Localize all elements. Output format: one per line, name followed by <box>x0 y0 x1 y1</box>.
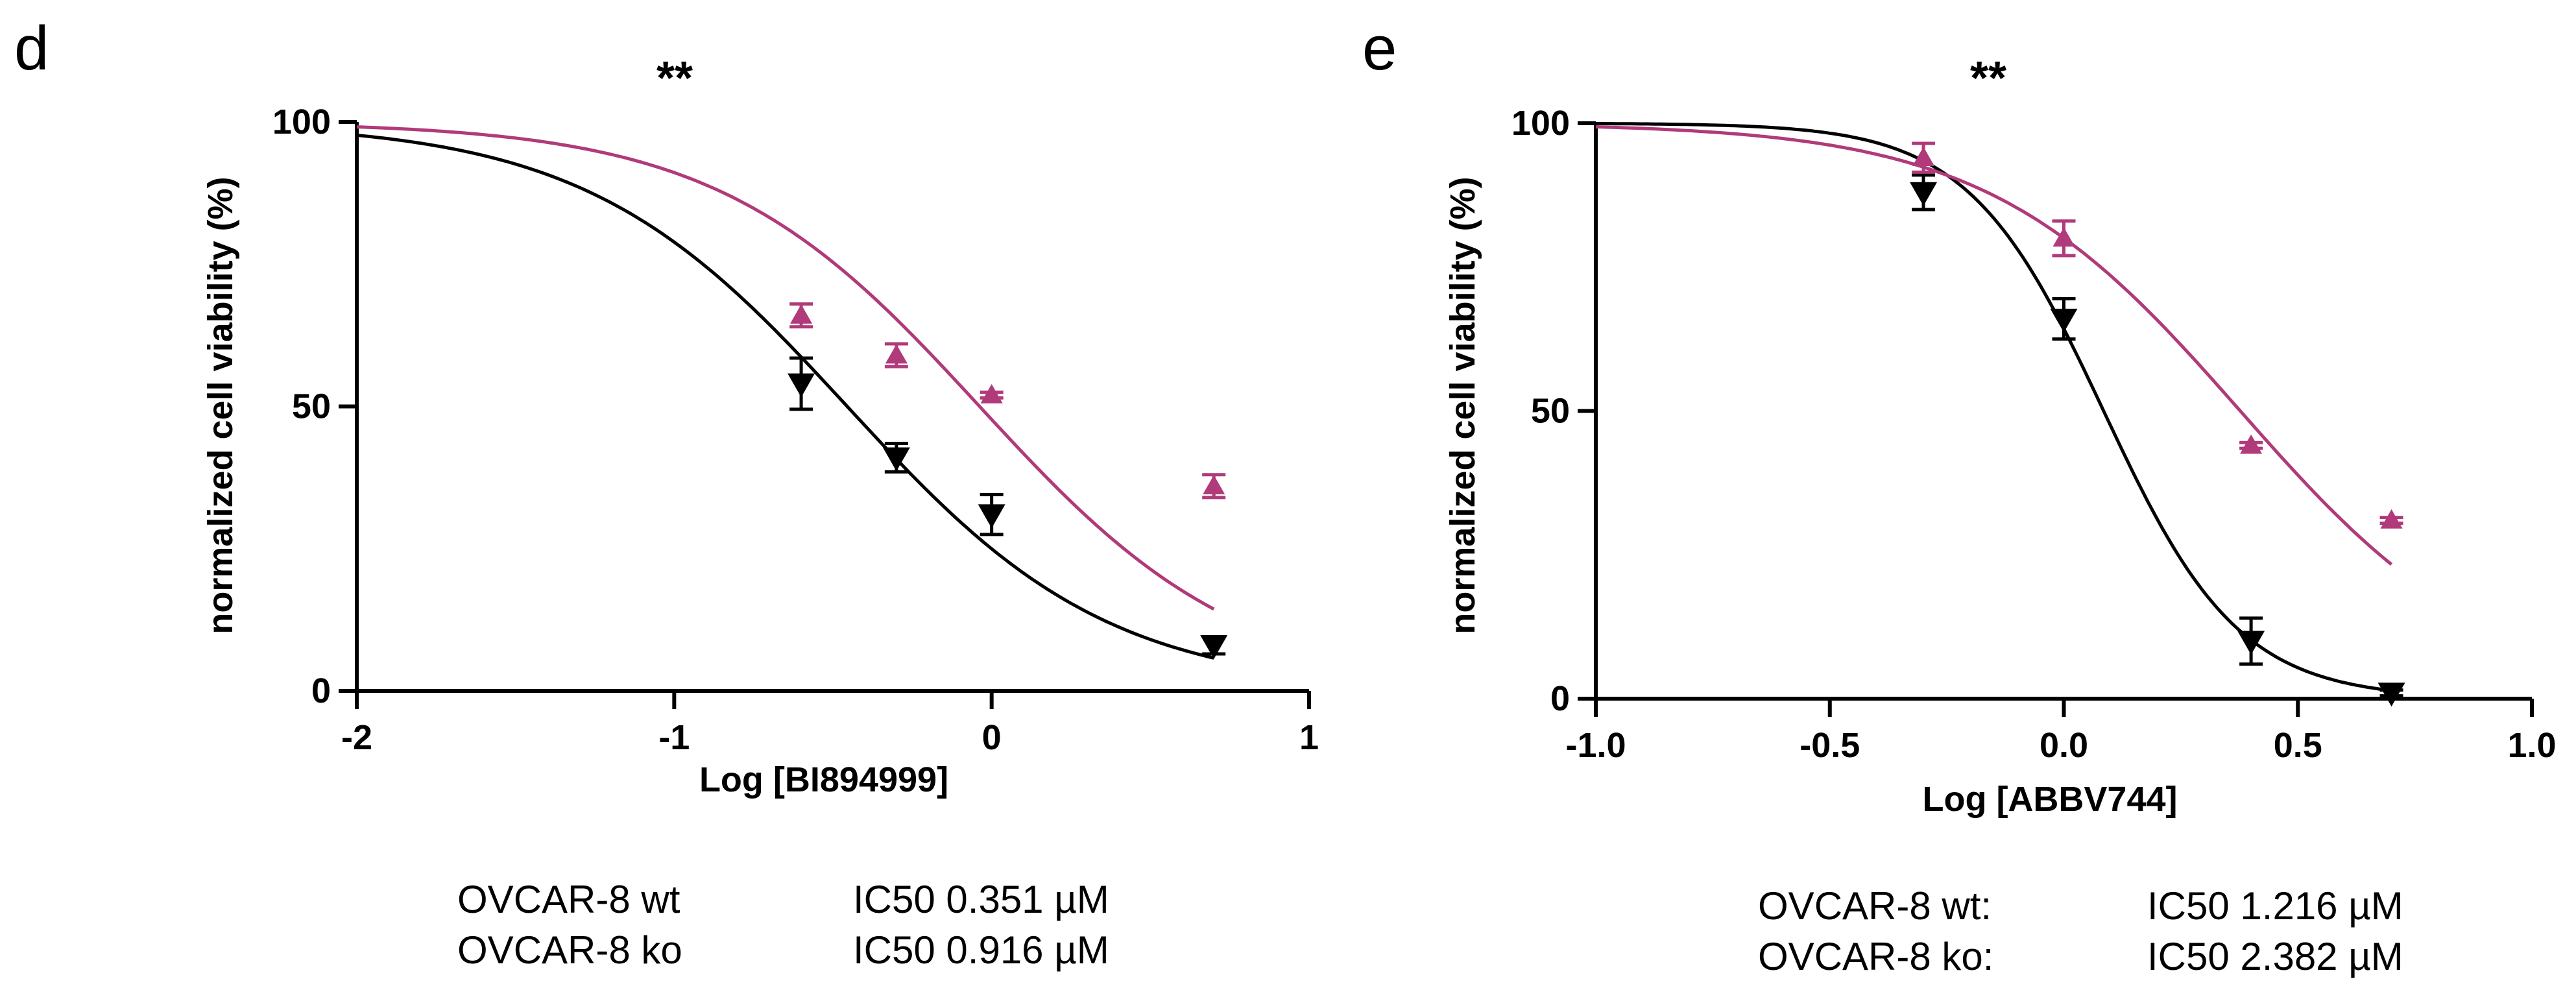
data-point-wt <box>1200 635 1228 659</box>
data-point-ko <box>2240 434 2263 454</box>
x-tick-label: 1 <box>1299 718 1319 757</box>
panel-label-d: d <box>14 14 49 83</box>
fit-curve-ko <box>356 125 1215 611</box>
data-point-ko <box>980 383 1003 404</box>
data-point-wt <box>788 373 815 398</box>
ic50-cell-line-label: OVCAR-8 ko <box>457 928 682 972</box>
x-tick-label: -0.5 <box>1800 726 1860 765</box>
ic50-cell-line-label: OVCAR-8 ko: <box>1758 935 1994 978</box>
x-tick-label: 1.0 <box>2507 726 2556 765</box>
x-tick-label: 0 <box>982 718 1002 757</box>
data-point-wt <box>1910 182 1938 206</box>
y-axis-title: normalized cell viability (%) <box>201 176 240 634</box>
y-axis-title: normalized cell viability (%) <box>1443 176 1482 634</box>
significance-marker: ** <box>656 53 693 104</box>
y-tick-label: 100 <box>1511 104 1570 143</box>
ic50-row-ko: OVCAR-8 ko: IC50 2.382 µM <box>1758 932 2403 982</box>
data-point-wt <box>2377 682 2405 707</box>
y-tick-label: 0 <box>1550 679 1570 718</box>
y-tick-label: 50 <box>1531 392 1570 431</box>
ic50-table-e: OVCAR-8 wt: IC50 1.216 µM OVCAR-8 ko: IC… <box>1758 881 2403 982</box>
data-point-ko <box>2052 227 2075 247</box>
data-point-ko <box>2380 509 2403 529</box>
data-point-wt <box>978 504 1005 529</box>
x-tick-label: -2 <box>341 718 372 757</box>
ic50-value: IC50 2.382 µM <box>2147 935 2403 978</box>
x-tick-label: -1 <box>658 718 690 757</box>
data-point-ko <box>1912 147 1935 166</box>
fit-curve-wt <box>356 133 1214 660</box>
fit-curve-ko <box>1595 125 2393 566</box>
ic50-row-ko: OVCAR-8 ko IC50 0.916 µM <box>457 925 1109 976</box>
ic50-value: IC50 1.216 µM <box>2147 884 2403 928</box>
ic50-cell-line-label: OVCAR-8 wt <box>457 878 680 921</box>
y-tick-label: 0 <box>311 671 331 710</box>
x-axis-title: Log [ABBV744] <box>1922 780 2177 819</box>
ic50-cell-line-label: OVCAR-8 wt: <box>1758 884 1992 928</box>
y-tick-label: 50 <box>292 387 331 426</box>
data-point-wt <box>882 447 910 472</box>
ic50-row-wt: OVCAR-8 wt: IC50 1.216 µM <box>1758 881 2403 932</box>
y-tick-label: 100 <box>272 102 331 141</box>
chart-panel-e: ** Log [ABBV744] normalized cell viabili… <box>1443 53 2557 819</box>
data-point-ko <box>885 344 908 364</box>
panel-label-e: e <box>1362 14 1397 83</box>
fit-curve-wt <box>1596 122 2392 692</box>
ic50-value: IC50 0.916 µM <box>853 928 1109 972</box>
x-tick-label: -1.0 <box>1565 726 1626 765</box>
data-point-wt <box>2050 308 2078 333</box>
data-point-wt <box>2237 631 2265 655</box>
ic50-value: IC50 0.351 µM <box>853 878 1109 921</box>
data-point-ko <box>790 304 813 324</box>
data-point-ko <box>1203 475 1225 495</box>
chart-panel-d: ** Log [BI894999] normalized cell viabil… <box>201 53 1319 799</box>
x-axis-title: Log [BI894999] <box>699 760 948 799</box>
ic50-row-wt: OVCAR-8 wt IC50 0.351 µM <box>457 874 1109 925</box>
significance-marker: ** <box>1970 53 2006 104</box>
ic50-table-d: OVCAR-8 wt IC50 0.351 µM OVCAR-8 ko IC50… <box>457 874 1109 976</box>
x-tick-label: 0.5 <box>2274 726 2322 765</box>
x-tick-label: 0.0 <box>2040 726 2088 765</box>
